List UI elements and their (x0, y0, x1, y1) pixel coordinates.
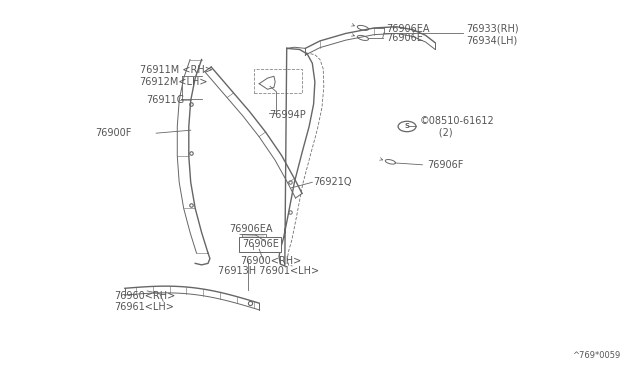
Text: 76906E: 76906E (242, 240, 279, 249)
Text: 76921Q: 76921Q (314, 177, 352, 187)
Text: 76933(RH)
76934(LH): 76933(RH) 76934(LH) (466, 23, 518, 45)
Text: 76900F: 76900F (95, 128, 131, 138)
Text: S: S (404, 124, 410, 129)
Text: 76994P: 76994P (269, 110, 305, 119)
Text: 76906E: 76906E (386, 33, 423, 43)
Text: 76960<RH>
76961<LH>: 76960<RH> 76961<LH> (114, 291, 175, 312)
Text: 76911M <RH>
76912M<LH>: 76911M <RH> 76912M<LH> (140, 65, 212, 87)
Text: 76906F: 76906F (428, 160, 464, 170)
Text: 76900<RH>: 76900<RH> (240, 256, 301, 266)
Text: 76906EA: 76906EA (386, 24, 429, 34)
Text: 76906EA: 76906EA (229, 224, 273, 234)
Text: ^769*0059: ^769*0059 (573, 351, 621, 360)
Text: 76911G: 76911G (146, 96, 184, 105)
Text: ©08510-61612
      (2): ©08510-61612 (2) (420, 116, 495, 137)
Text: 76913H 76901<LH>: 76913H 76901<LH> (218, 266, 319, 276)
